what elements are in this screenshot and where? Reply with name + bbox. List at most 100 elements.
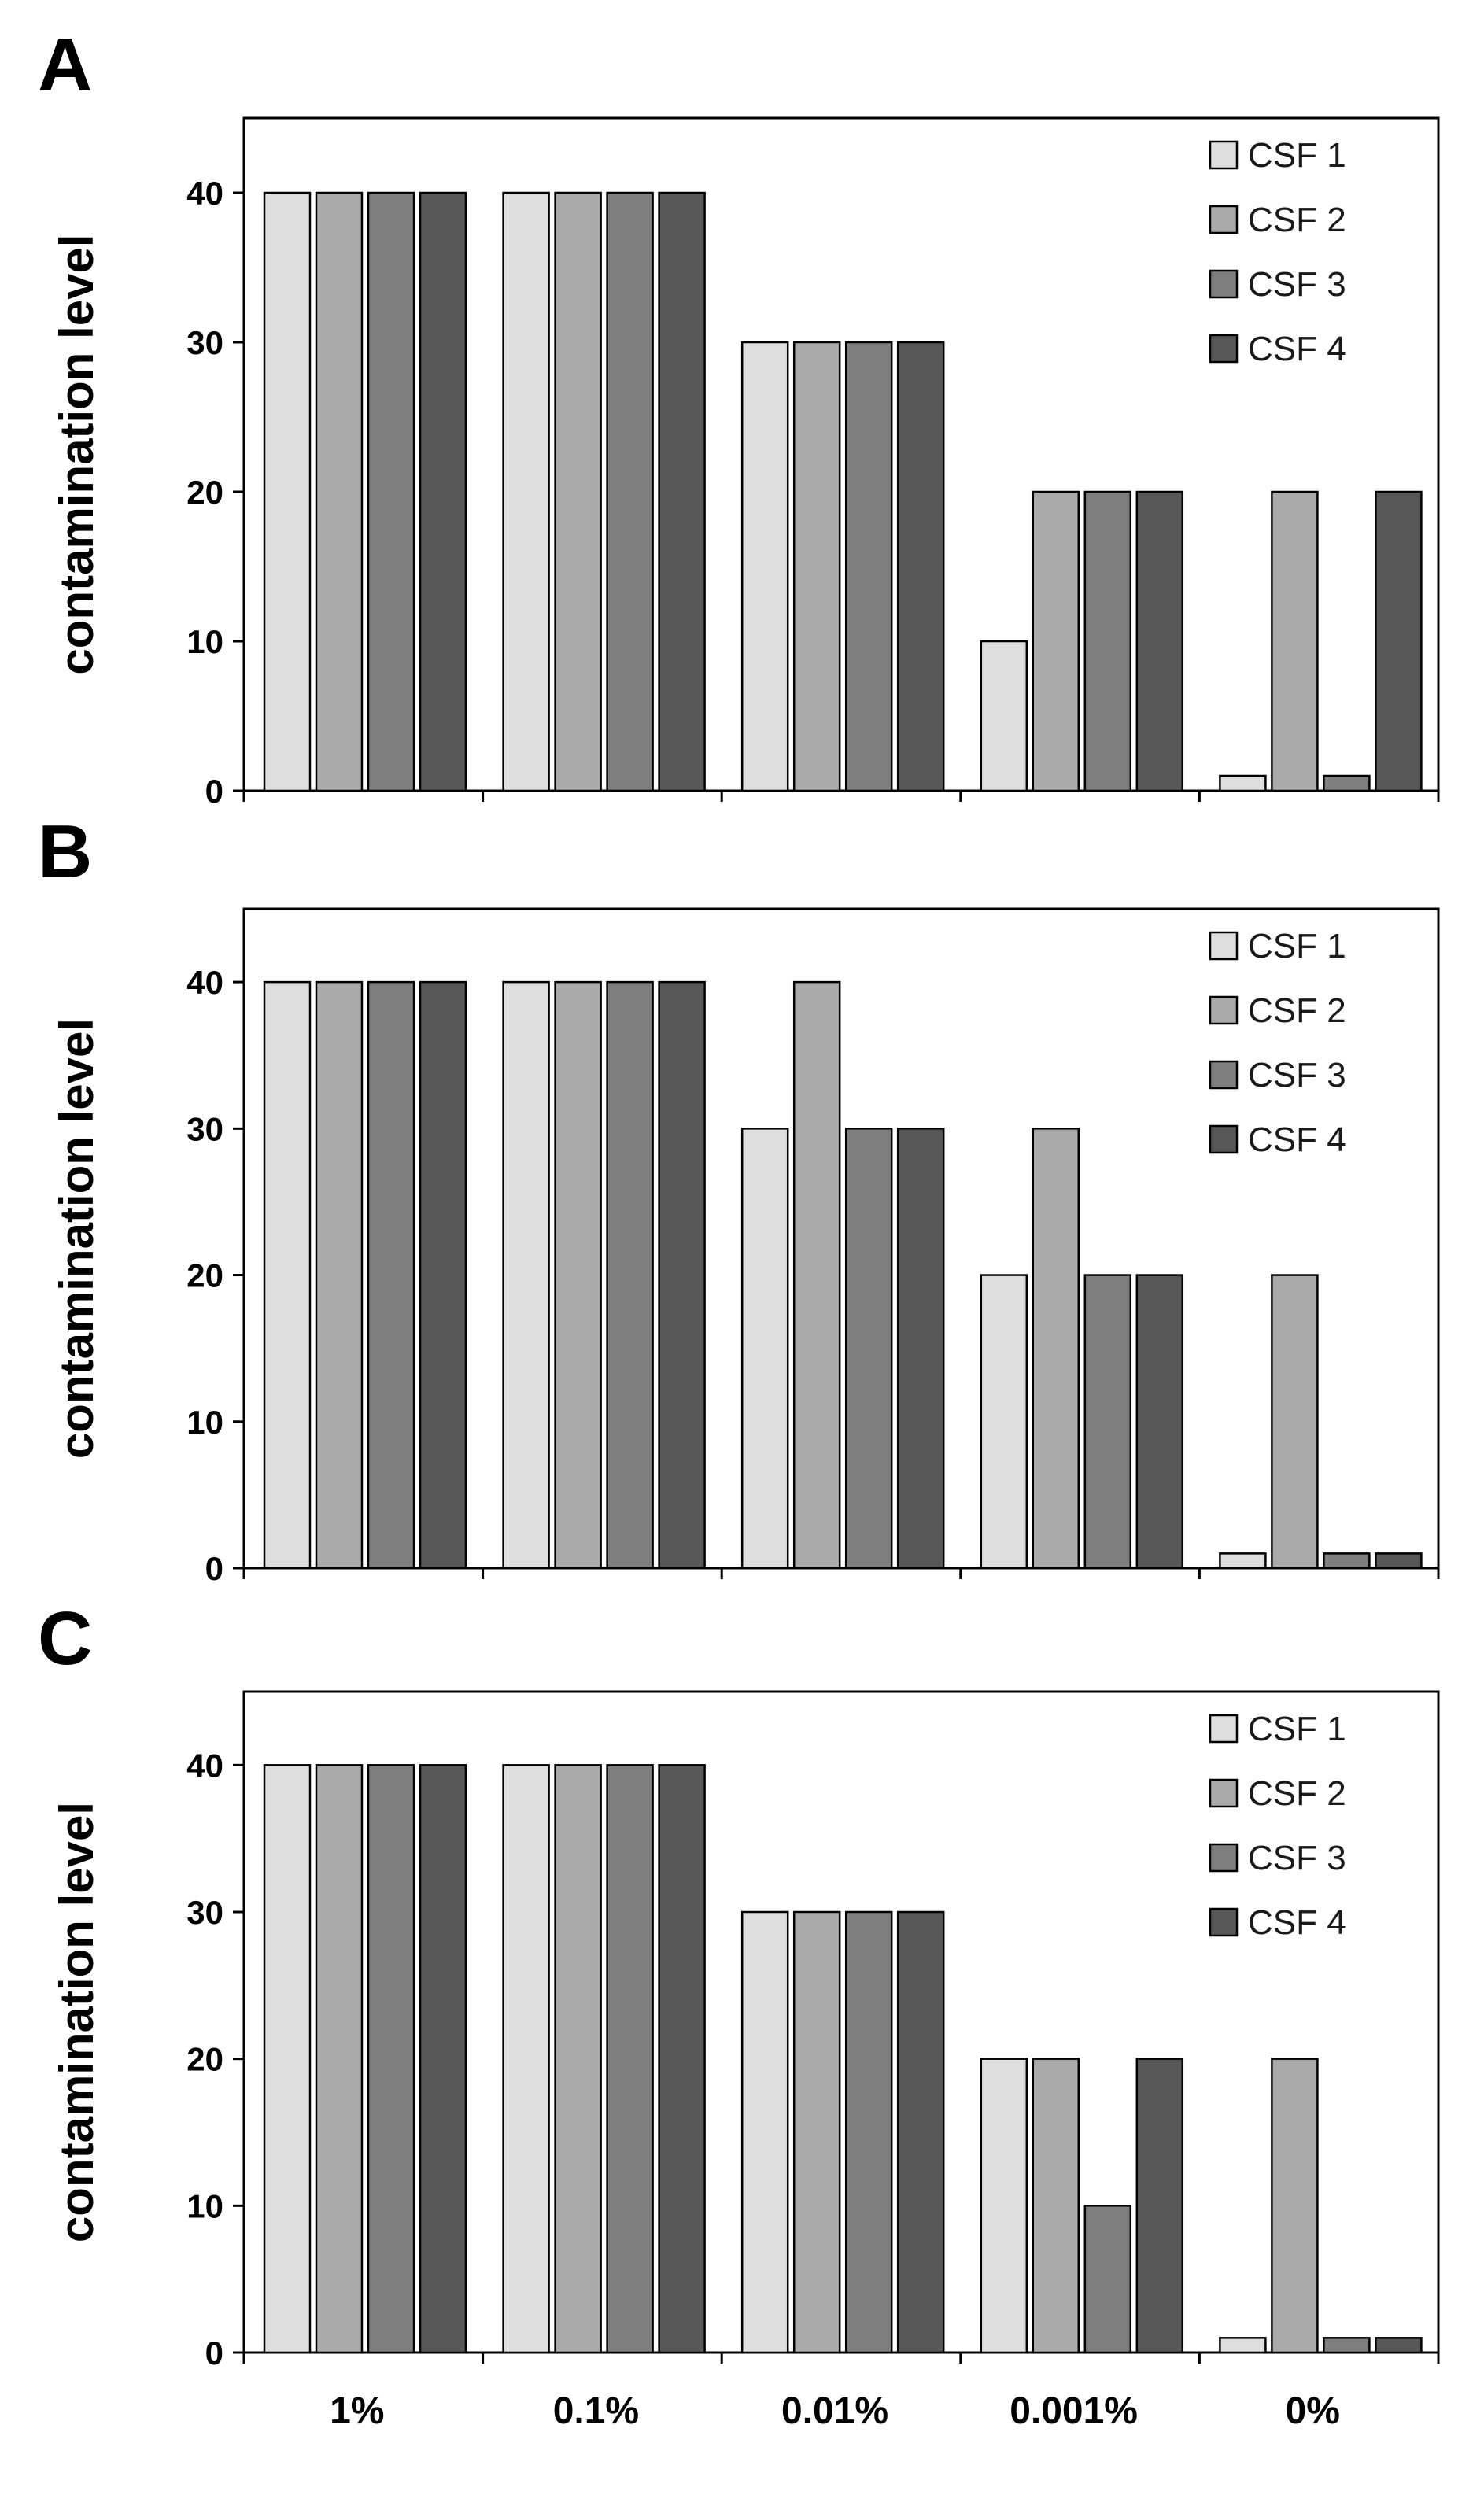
bar-csf-3-3 [1083,1274,1132,1570]
y-tick-label: 0 [205,1550,223,1587]
legend-label: CSF 1 [1248,1710,1346,1748]
y-tick-label: 10 [186,2187,223,2224]
legend-label: CSF 4 [1248,1120,1346,1159]
y-tick-label: 10 [186,623,223,660]
bar-csf-2-0 [315,1764,364,2354]
legend-label: CSF 1 [1248,136,1346,175]
legend-swatch [1209,140,1239,170]
legend-swatch [1209,931,1239,961]
legend: CSF 1 CSF 2 CSF 3 CSF 4 [1209,927,1346,1159]
x-tick-label: 0.01% [781,2390,888,2432]
legend: CSF 1 CSF 2 CSF 3 CSF 4 [1209,136,1346,368]
bar-csf-4-2 [896,1910,945,2354]
legend-label: CSF 4 [1248,1903,1346,1942]
panel-letter: C [38,1596,92,1681]
panel-letter: A [38,23,92,107]
bar-csf-1-4 [1219,1552,1267,1570]
bar-csf-4-0 [419,1764,467,2354]
bar-csf-2-4 [1271,1274,1319,1570]
bar-csf-2-3 [1032,2058,1080,2354]
y-tick-label: 10 [186,1404,223,1441]
bar-csf-3-0 [367,980,415,1570]
plot-frame [242,116,1440,792]
legend-swatch [1209,1124,1239,1154]
x-tick-label: 1% [330,2390,384,2432]
legend-swatch [1209,1907,1239,1937]
legend-swatch [1209,269,1239,299]
bar-csf-3-4 [1323,774,1371,792]
legend-swatch [1209,1714,1239,1744]
bar-csf-2-2 [792,341,841,792]
bar-csf-1-3 [980,640,1028,792]
y-tick-label: 30 [186,1894,223,1931]
plot-frame [242,1690,1440,2354]
legend-label: CSF 2 [1248,991,1346,1030]
y-tick-label: 30 [186,324,223,361]
legend-label: CSF 2 [1248,1774,1346,1813]
bar-csf-2-2 [792,1910,841,2354]
bar-csf-2-3 [1032,1128,1080,1570]
bar-csf-4-2 [896,1128,945,1570]
legend-label: CSF 3 [1248,1056,1346,1094]
bar-csf-2-0 [315,980,364,1570]
bar-csf-1-2 [740,1910,789,2354]
legend-label: CSF 4 [1248,330,1346,368]
y-tick-label: 40 [186,1747,223,1784]
legend-label: CSF 3 [1248,1839,1346,1877]
bar-csf-3-1 [606,1764,654,2354]
legend-swatch [1209,1778,1239,1808]
bar-csf-2-3 [1032,490,1080,792]
bar-csf-2-2 [792,980,841,1570]
bar-csf-2-1 [554,191,602,792]
bar-csf-3-2 [844,341,893,792]
x-tick-label: 0% [1286,2390,1340,2432]
bar-csf-4-3 [1135,2058,1184,2354]
bar-csf-3-3 [1083,2205,1132,2354]
legend: CSF 1 CSF 2 CSF 3 CSF 4 [1209,1710,1346,1942]
bar-csf-4-2 [896,341,945,792]
bar-csf-1-0 [263,980,312,1570]
y-tick-label: 0 [205,773,223,810]
bar-csf-3-4 [1323,2337,1371,2354]
bar-csf-2-0 [315,191,364,792]
bar-csf-1-3 [980,1274,1028,1570]
bar-csf-2-1 [554,980,602,1570]
bar-csf-3-0 [367,191,415,792]
bar-csf-1-1 [502,980,550,1570]
bar-csf-4-0 [419,980,467,1570]
bar-csf-1-1 [502,191,550,792]
y-axis-label: contamination level [50,234,103,674]
bar-csf-4-3 [1135,1274,1184,1570]
bar-csf-4-1 [658,980,706,1570]
y-tick-label: 40 [186,175,223,212]
panel-letter: B [38,810,92,894]
bar-csf-4-4 [1375,2337,1423,2354]
bar-csf-4-3 [1135,490,1184,792]
bar-csf-4-4 [1375,490,1423,792]
bar-csf-1-2 [740,341,789,792]
legend-label: CSF 2 [1248,201,1346,239]
y-tick-label: 20 [186,1257,223,1294]
legend-swatch [1209,995,1239,1025]
bar-csf-1-3 [980,2058,1028,2354]
y-tick-label: 0 [205,2334,223,2371]
y-tick-label: 40 [186,964,223,1001]
bar-csf-3-0 [367,1764,415,2354]
bar-csf-4-1 [658,191,706,792]
bar-csf-4-4 [1375,1552,1423,1570]
bar-csf-3-4 [1323,1552,1371,1570]
x-tick-label: 0.001% [1010,2390,1138,2432]
bar-csf-2-4 [1271,490,1319,792]
y-tick-label: 20 [186,2041,223,2078]
legend-swatch [1209,1060,1239,1090]
bar-csf-3-1 [606,191,654,792]
bar-csf-1-2 [740,1128,789,1570]
bar-csf-2-1 [554,1764,602,2354]
y-tick-label: 20 [186,474,223,511]
bar-csf-1-0 [263,1764,312,2354]
bar-csf-3-2 [844,1128,893,1570]
y-tick-label: 30 [186,1110,223,1147]
legend-label: CSF 1 [1248,927,1346,965]
